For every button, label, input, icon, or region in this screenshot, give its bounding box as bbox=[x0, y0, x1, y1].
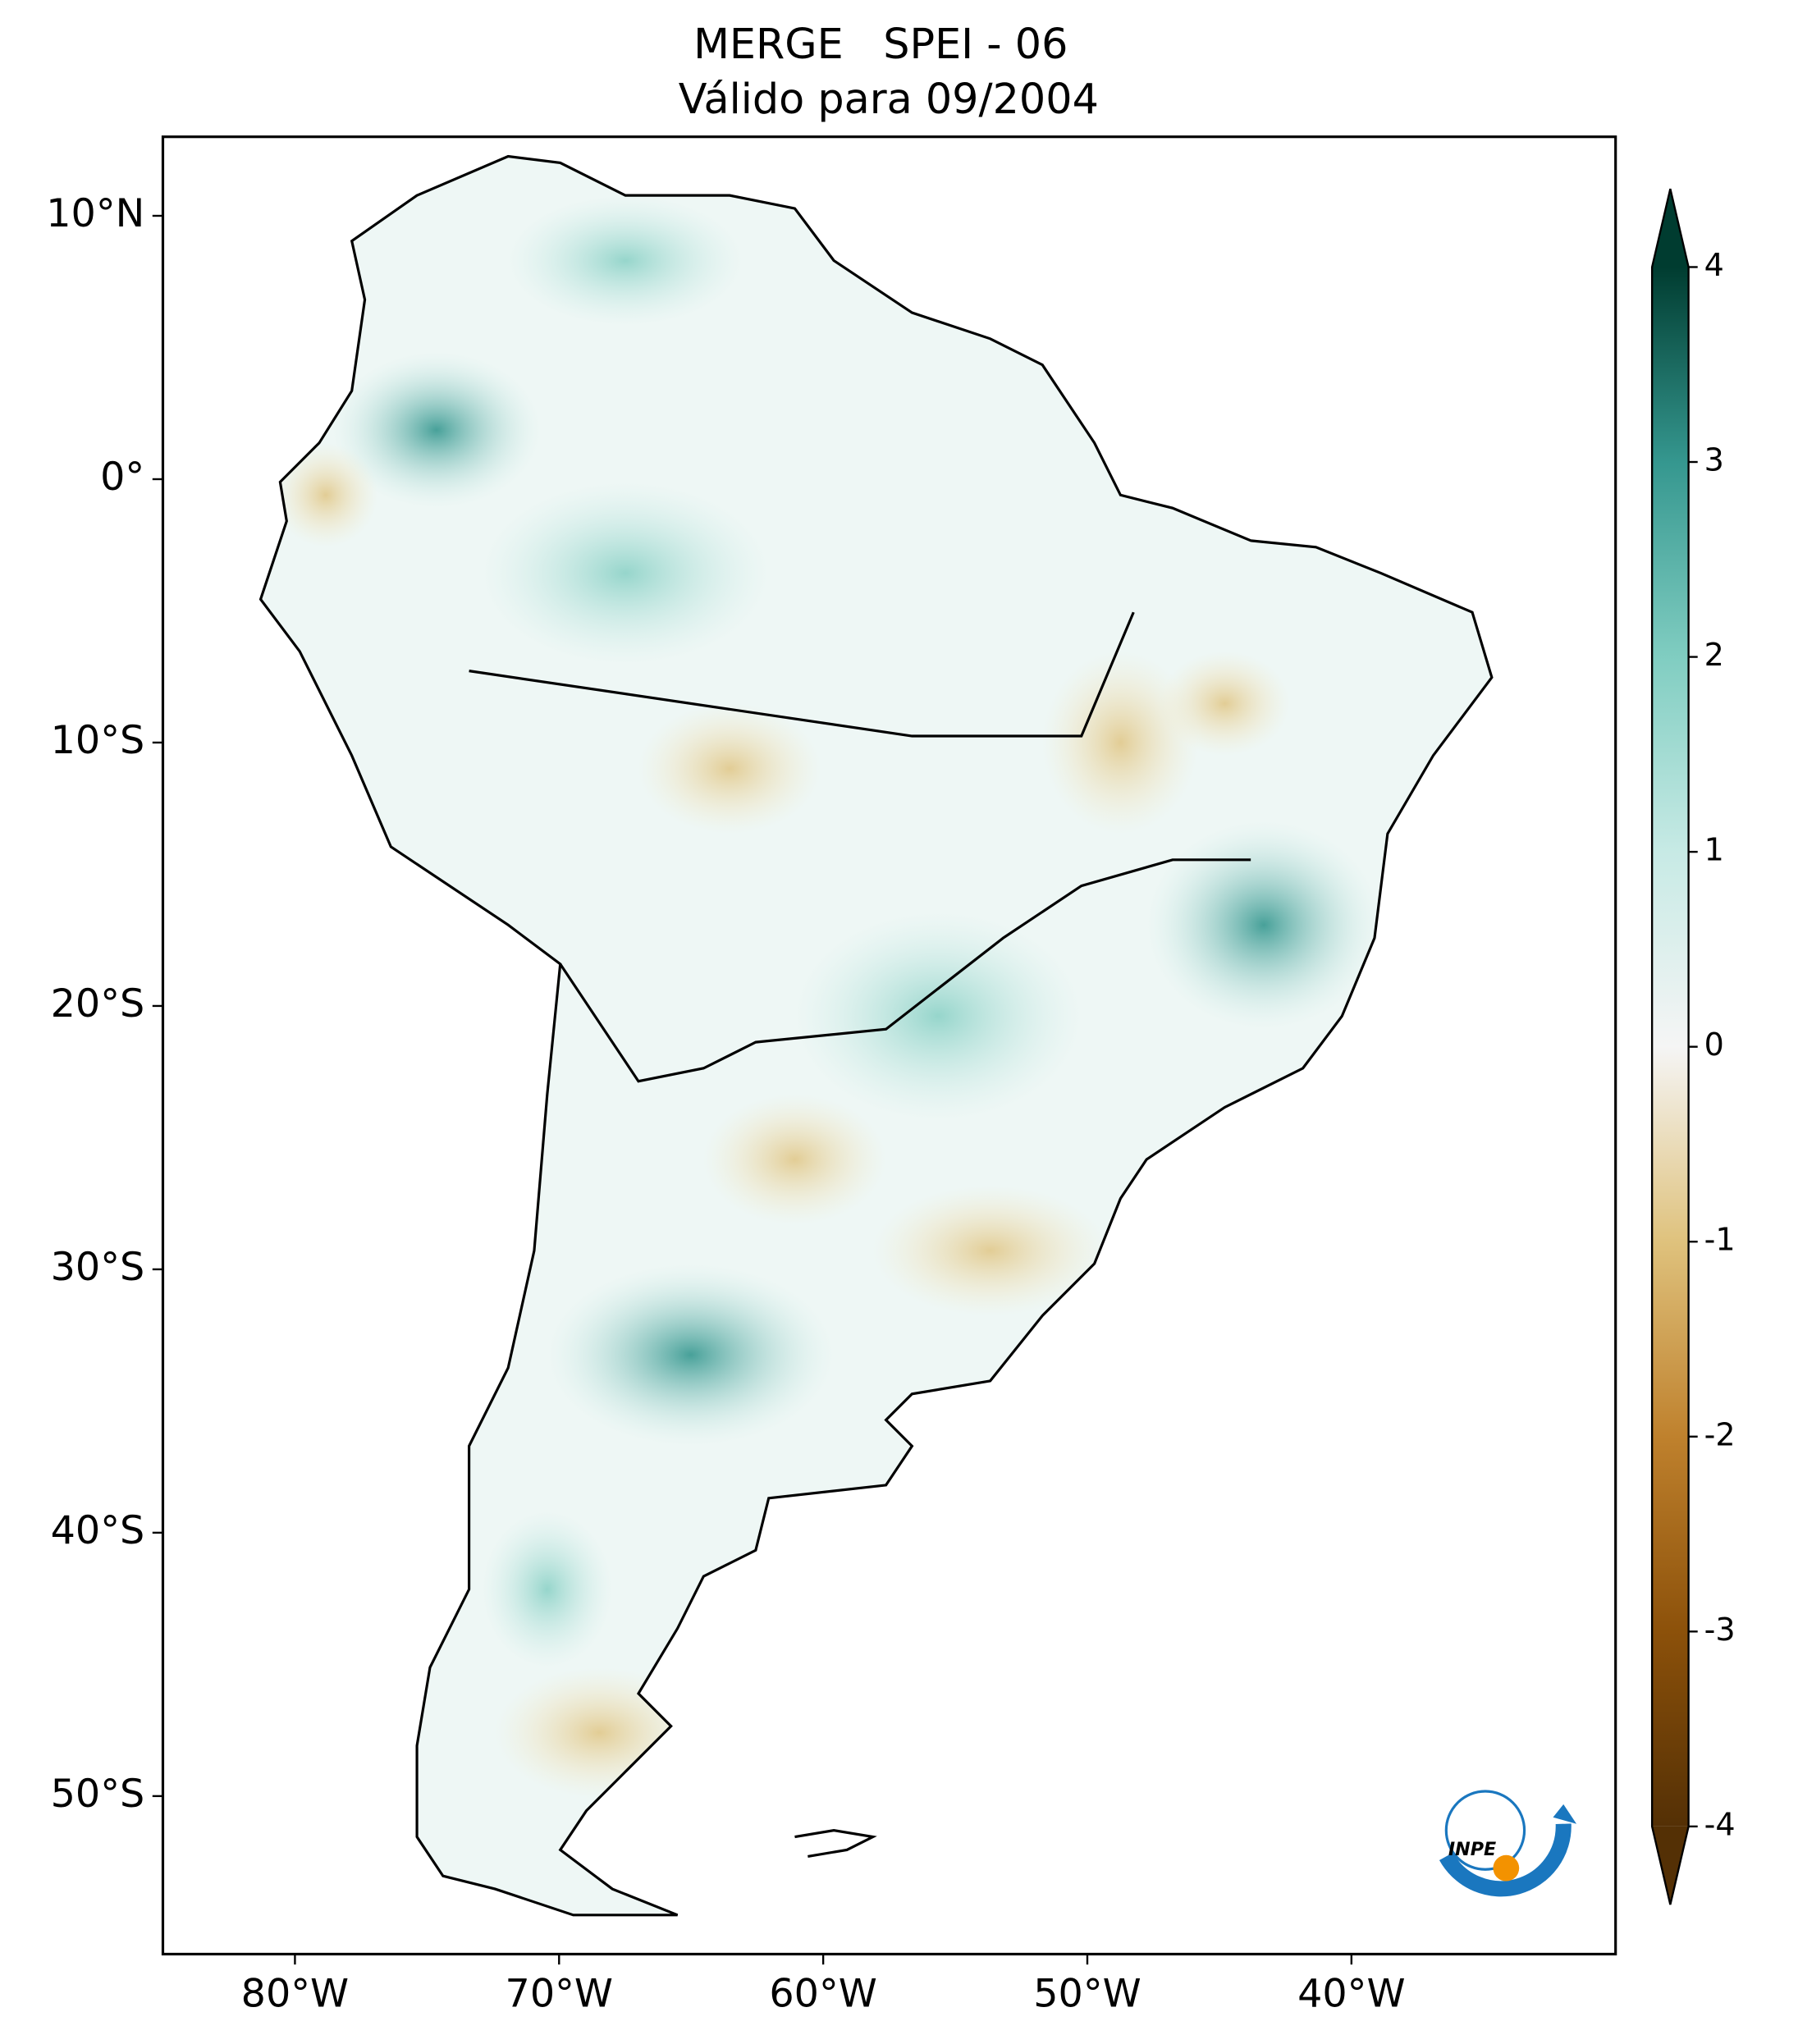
colorbar-tick-label: -2 bbox=[1704, 1416, 1736, 1452]
colorbar-extend-max bbox=[1652, 189, 1689, 268]
y-tick-label: 0° bbox=[100, 455, 144, 500]
y-tick-label: 10°N bbox=[46, 191, 144, 236]
map-frame bbox=[161, 135, 1617, 1956]
colorbar: 4 3 2 1 0 -1 -2 -3 -4 bbox=[1650, 188, 1736, 1905]
x-tick-label: 40°W bbox=[1297, 1971, 1405, 2016]
colorbar-tick-label: -1 bbox=[1704, 1222, 1736, 1258]
x-tick-label: 80°W bbox=[241, 1971, 349, 2016]
border bbox=[469, 611, 1135, 738]
y-tick-label: 50°S bbox=[51, 1772, 145, 1817]
subtitle: Válido para 09/2004 bbox=[679, 75, 1099, 123]
y-tick-label: 10°S bbox=[51, 718, 145, 763]
colorbar-extend-min bbox=[1652, 1826, 1689, 1905]
y-tick-label: 20°S bbox=[51, 981, 145, 1027]
border bbox=[559, 858, 1251, 1083]
colorbar-tick-label: 1 bbox=[1704, 832, 1724, 868]
axes: 80°W 70°W 60°W 50°W 40°W 10°N 0° 10°S 20°S 30°S 40… bbox=[46, 191, 1405, 2016]
y-tick-label: 40°S bbox=[51, 1508, 145, 1553]
colorbar-tick-label: 0 bbox=[1704, 1027, 1724, 1063]
colorbar-tick-label: -4 bbox=[1704, 1806, 1736, 1842]
island bbox=[794, 1829, 877, 1858]
x-tick-label: 70°W bbox=[506, 1971, 613, 2016]
x-tick-label: 60°W bbox=[769, 1971, 876, 2016]
logo: INPE bbox=[1439, 1790, 1577, 1897]
title: MERGE SPEI - 06 bbox=[693, 20, 1068, 68]
logo-text: INPE bbox=[1448, 1839, 1496, 1860]
colorbar-tick-label: 2 bbox=[1704, 637, 1724, 673]
colorbar-body bbox=[1652, 267, 1689, 1827]
colorbar-tick-label: 4 bbox=[1704, 247, 1724, 283]
y-tick-label: 30°S bbox=[51, 1245, 145, 1290]
colorbar-tick-label: 3 bbox=[1704, 442, 1724, 478]
colorbar-tick-label: -3 bbox=[1704, 1612, 1736, 1648]
x-tick-label: 50°W bbox=[1033, 1971, 1141, 2016]
